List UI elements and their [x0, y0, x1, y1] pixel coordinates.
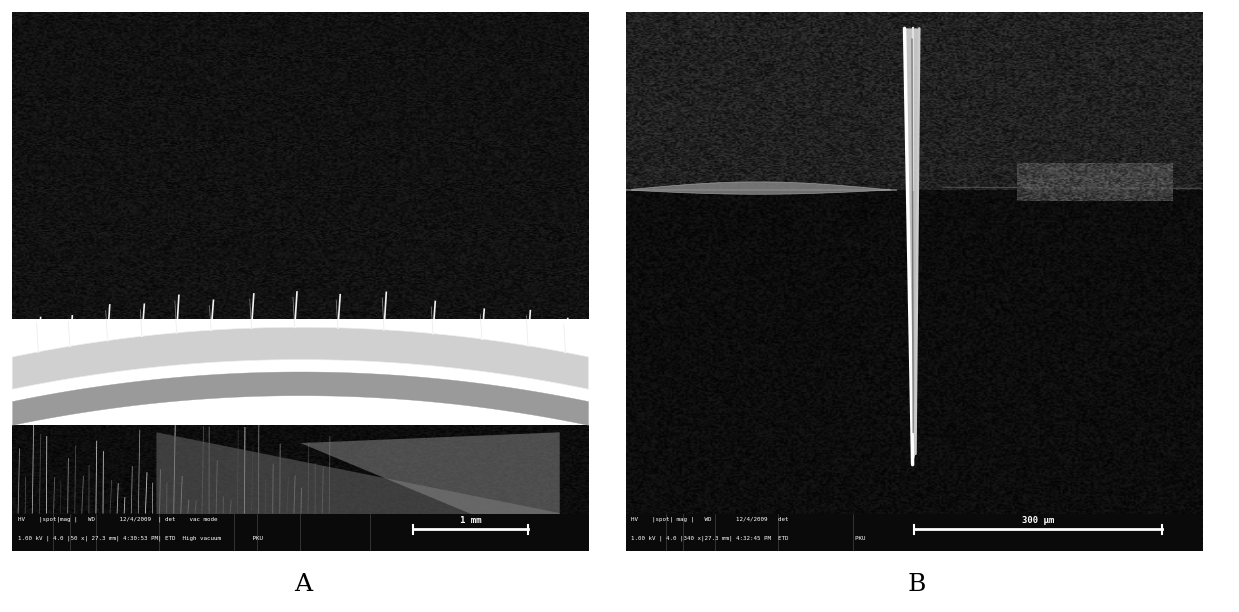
PathPatch shape [12, 372, 589, 425]
Text: A: A [295, 573, 312, 596]
Text: HV    |spot| mag |   WD       12/4/2009   det: HV |spot| mag | WD 12/4/2009 det [632, 517, 789, 522]
PathPatch shape [904, 28, 919, 465]
Text: 300 μm: 300 μm [1021, 516, 1053, 525]
Bar [12, 514, 589, 551]
PathPatch shape [12, 327, 589, 389]
Text: 1 mm: 1 mm [460, 516, 481, 525]
PathPatch shape [156, 432, 560, 551]
Bar [626, 514, 1202, 551]
PathPatch shape [632, 182, 891, 194]
Text: HV    |spot|mag |   WD       12/4/2009  | det    vac mode: HV |spot|mag | WD 12/4/2009 | det vac mo… [19, 517, 218, 522]
Text: B: B [908, 573, 926, 596]
Text: 1.00 kV | 4.0 |340 x|27.3 mm| 4:32:45 PM  ETD                   PKU: 1.00 kV | 4.0 |340 x|27.3 mm| 4:32:45 PM… [632, 535, 866, 540]
Text: 1.00 kV | 4.0 |50 x| 27.3 mm| 4:30:53 PM| ETD  High vacuum         PKU: 1.00 kV | 4.0 |50 x| 27.3 mm| 4:30:53 PM… [19, 535, 263, 540]
PathPatch shape [301, 432, 560, 551]
